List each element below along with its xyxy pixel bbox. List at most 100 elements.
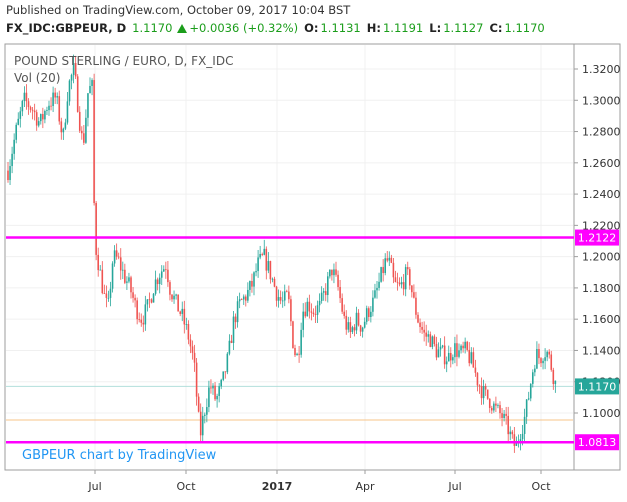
candle-body — [206, 407, 208, 415]
candle-body — [552, 369, 555, 385]
candle-body — [290, 299, 292, 322]
candle-body — [181, 308, 184, 314]
candle-body — [536, 348, 538, 369]
candle-body — [232, 316, 235, 343]
candle-body — [409, 269, 411, 286]
candle-body — [191, 346, 194, 353]
level-price-tag — [575, 229, 619, 246]
candle-body — [544, 357, 546, 361]
level-price-label: 1.0813 — [578, 436, 617, 449]
candle-body — [302, 311, 304, 330]
candle-body — [187, 324, 190, 340]
candle-body — [247, 289, 249, 301]
candle-body — [454, 343, 456, 358]
candle-body — [548, 351, 550, 355]
candle-body — [257, 257, 259, 272]
candle-body — [509, 431, 512, 435]
candle-body — [538, 348, 540, 359]
candle-body — [212, 385, 214, 389]
candle-body — [495, 403, 497, 406]
candle-body — [363, 321, 366, 328]
candle-body — [175, 294, 177, 296]
x-tick-label: Oct — [176, 480, 196, 493]
candle-body — [40, 114, 42, 122]
candle-body — [281, 300, 284, 302]
candle-body — [56, 96, 58, 98]
candle-body — [197, 396, 200, 412]
candle-body — [48, 105, 50, 111]
candle-body — [532, 372, 534, 384]
candle-body — [111, 263, 114, 289]
candle-body — [54, 92, 56, 98]
candle-body — [33, 110, 36, 113]
candle-body — [89, 85, 91, 94]
symbol-line: FX_IDC:GBPEUR, D 1.1170 +0.0036 (+0.32%) … — [6, 21, 547, 35]
candle-body — [306, 301, 309, 317]
candle-body — [101, 269, 104, 294]
candle-body — [238, 299, 241, 302]
candle-body — [390, 257, 393, 263]
candle-body — [183, 308, 186, 325]
candle-body — [540, 358, 542, 364]
candle-body — [105, 293, 108, 298]
candle-body — [300, 329, 302, 355]
y-tick-label: 1.1600 — [582, 313, 621, 326]
candle-body — [19, 111, 22, 119]
candle-body — [294, 347, 296, 356]
published-line: Published on TradingView.com, October 09… — [6, 3, 351, 17]
candle-body — [337, 274, 339, 287]
candle-body — [357, 312, 360, 326]
candle-body — [384, 258, 386, 274]
candle-body — [185, 324, 188, 325]
level-price-tag — [575, 434, 619, 451]
candle-body — [404, 267, 407, 290]
volume-indicator-label: Vol (20) — [14, 71, 60, 85]
candle-body — [296, 353, 298, 356]
candle-body — [458, 350, 460, 357]
candle-body — [163, 269, 165, 272]
candle-body — [132, 292, 134, 298]
candle-body — [242, 296, 245, 300]
candle-body — [456, 343, 458, 357]
candle-body — [462, 345, 464, 349]
candle-body — [386, 258, 389, 261]
candle-body — [177, 294, 179, 312]
candle-body — [394, 277, 397, 282]
candle-body — [115, 250, 118, 257]
candle-body — [37, 121, 40, 126]
candle-body — [396, 281, 399, 283]
candle-body — [421, 326, 423, 330]
x-tick-label: 2017 — [262, 480, 293, 493]
candle-body — [529, 383, 532, 399]
candle-body — [113, 250, 116, 264]
candle-body — [87, 93, 89, 118]
candle-body — [392, 262, 395, 278]
candle-body — [505, 413, 507, 416]
candle-body — [144, 304, 147, 325]
y-tick-label: 1.1400 — [582, 344, 621, 357]
candle-body — [230, 340, 233, 343]
candle-body — [365, 308, 368, 322]
candle-body — [156, 279, 159, 285]
candle-body — [474, 367, 477, 373]
candle-body — [427, 334, 430, 337]
candle-body — [372, 297, 374, 312]
candle-body — [331, 269, 333, 276]
candle-body — [142, 322, 145, 325]
candle-body — [349, 322, 352, 333]
candle-body — [447, 353, 450, 362]
candle-body — [218, 386, 220, 396]
candle-body — [152, 293, 155, 303]
candle-body — [501, 413, 503, 418]
last-price-tag — [575, 378, 619, 395]
candle-body — [46, 110, 48, 111]
candle-body — [288, 291, 290, 300]
candle-body — [70, 74, 73, 81]
candle-body — [204, 414, 206, 416]
candle-body — [298, 353, 300, 355]
candle-body — [417, 314, 419, 323]
candle-body — [497, 405, 499, 406]
candle-body — [23, 92, 26, 101]
candle-body — [402, 282, 405, 290]
